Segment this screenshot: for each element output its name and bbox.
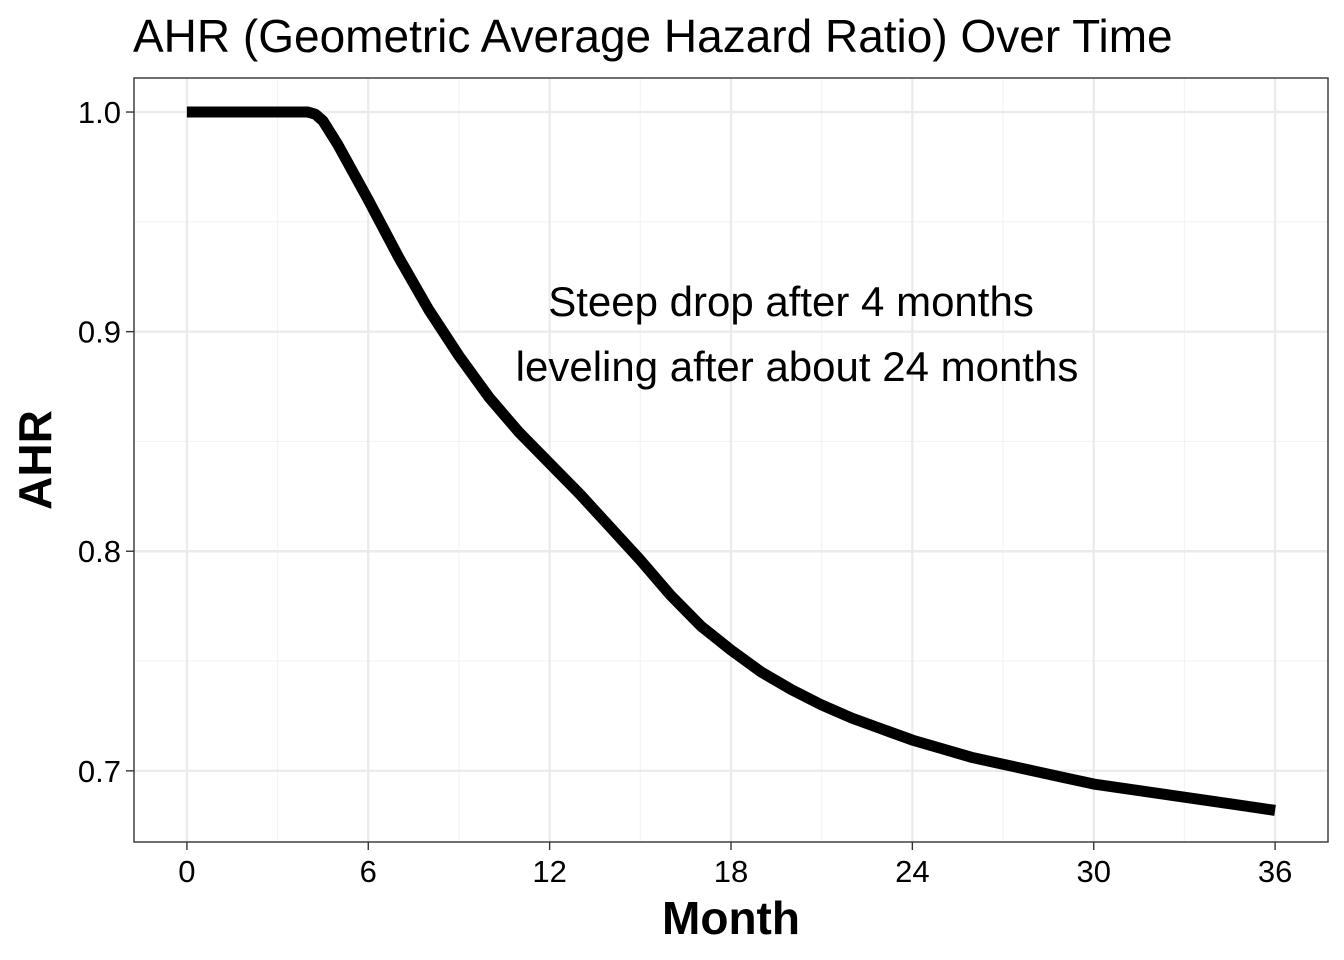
x-tick-label: 0 (178, 854, 195, 889)
x-tick-label: 18 (714, 854, 748, 889)
y-tick-label: 0.9 (78, 315, 121, 350)
annotation-layer: Steep drop after 4 months leveling after … (516, 278, 1079, 390)
x-tick-label: 12 (532, 854, 566, 889)
y-axis-title: AHR (9, 410, 61, 510)
ahr-series-line (186, 106, 1276, 816)
series-layer (186, 106, 1276, 816)
y-tick-label: 0.7 (78, 754, 121, 789)
x-tick-label: 6 (360, 854, 377, 889)
y-tick-label: 0.8 (78, 534, 121, 569)
x-tick-label: 36 (1258, 854, 1292, 889)
x-axis-title: Month (662, 892, 800, 944)
annotation-line-1: Steep drop after 4 months (548, 278, 1034, 325)
x-tick-label: 30 (1076, 854, 1110, 889)
y-tick-label: 1.0 (78, 95, 121, 130)
chart-title: AHR (Geometric Average Hazard Ratio) Ove… (133, 10, 1173, 62)
annotation-line-2: leveling after about 24 months (516, 343, 1079, 390)
x-tick-label: 24 (895, 854, 929, 889)
axis-ticks: 0 6 12 18 24 30 36 0.7 0.8 0.9 1.0 (78, 95, 1292, 889)
